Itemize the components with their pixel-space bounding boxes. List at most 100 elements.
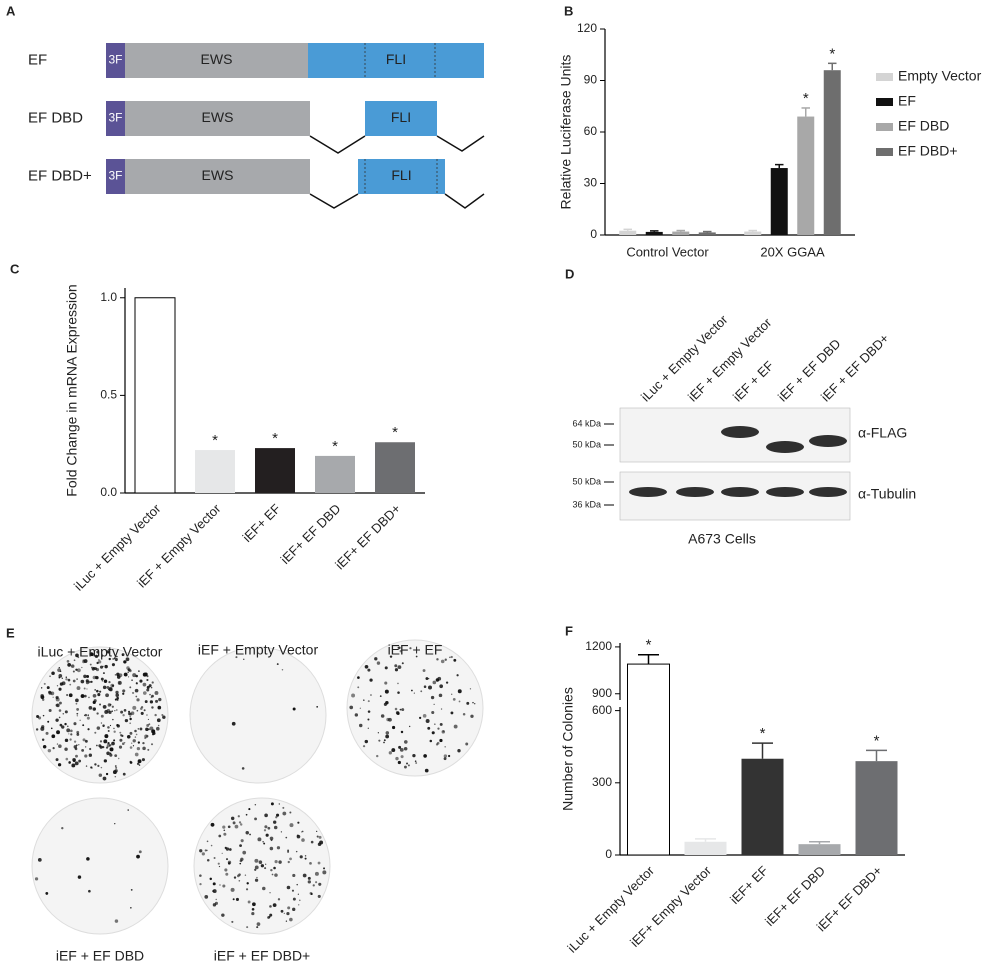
colony — [223, 829, 226, 832]
colony — [239, 844, 242, 848]
colony — [87, 728, 90, 731]
colony — [143, 709, 146, 712]
colony — [55, 758, 59, 762]
colony — [238, 821, 242, 824]
colony — [300, 831, 303, 833]
colony — [367, 700, 370, 703]
construct-name: EF DBD+ — [28, 167, 92, 184]
colony — [64, 722, 67, 726]
colony — [72, 759, 76, 763]
colony — [84, 746, 87, 748]
colony — [101, 655, 104, 657]
colony — [297, 821, 300, 824]
colony — [394, 664, 398, 668]
colony — [83, 687, 86, 690]
colony — [251, 907, 255, 911]
colony — [212, 903, 217, 907]
colony — [58, 673, 63, 678]
colony — [472, 701, 474, 704]
colony — [118, 673, 123, 677]
colony — [251, 911, 255, 916]
colony — [121, 734, 124, 737]
colony — [146, 678, 149, 682]
colony — [424, 768, 429, 773]
colony — [141, 758, 145, 762]
colony — [119, 738, 123, 742]
colony — [272, 903, 277, 907]
colony — [64, 738, 69, 743]
colony — [68, 733, 70, 735]
panel-label: D — [565, 266, 574, 281]
colony — [69, 683, 72, 686]
colony — [114, 769, 118, 773]
y-axis-title: Relative Luciferase Units — [558, 55, 574, 210]
colony — [436, 658, 439, 661]
colony — [225, 847, 230, 851]
error-bar — [703, 230, 712, 233]
ews-label: EWS — [202, 109, 234, 125]
blot-caption: A673 Cells — [688, 531, 756, 547]
colony — [282, 806, 285, 809]
colony — [132, 705, 137, 710]
bar — [855, 761, 898, 855]
colony — [88, 705, 93, 710]
colony — [94, 689, 96, 691]
colony — [248, 808, 251, 811]
colony — [287, 849, 289, 852]
colony — [90, 680, 93, 683]
colony — [431, 710, 435, 715]
colony — [423, 754, 427, 758]
colony — [96, 726, 101, 730]
colony — [245, 831, 249, 835]
colony — [439, 684, 444, 689]
colony — [289, 823, 294, 828]
colony — [83, 714, 86, 717]
fli-label: FLI — [391, 167, 411, 183]
colony — [296, 883, 298, 886]
colony — [151, 706, 154, 709]
colony — [84, 694, 87, 698]
bar — [645, 231, 663, 235]
colony — [108, 681, 111, 684]
colony — [245, 813, 248, 816]
fli-label: FLI — [391, 109, 411, 125]
colony — [122, 692, 125, 695]
colony — [138, 764, 141, 766]
colony — [256, 926, 259, 929]
colony — [109, 724, 112, 727]
colony — [65, 757, 69, 761]
colony — [413, 692, 415, 694]
colony — [86, 857, 90, 861]
colony — [116, 655, 118, 658]
error-bar — [623, 228, 632, 231]
colony — [83, 674, 87, 679]
colony — [66, 725, 69, 728]
colony — [223, 832, 227, 836]
colony — [369, 678, 373, 682]
ews-domain — [125, 159, 310, 194]
colony — [233, 876, 237, 879]
colony — [239, 823, 243, 826]
colony — [374, 657, 378, 661]
colony — [206, 858, 210, 862]
colony — [291, 889, 294, 892]
colony — [75, 754, 78, 758]
colony — [357, 686, 360, 689]
x-tick-label: 20X GGAA — [760, 244, 825, 259]
colony — [114, 674, 117, 676]
colony — [61, 725, 65, 729]
colony — [376, 661, 381, 665]
colony — [427, 726, 431, 730]
colony — [380, 714, 385, 718]
colony — [362, 745, 366, 748]
colony — [105, 772, 109, 776]
colony — [466, 701, 470, 705]
colony — [73, 740, 77, 743]
error-bar — [752, 742, 773, 759]
colony — [102, 705, 107, 709]
colony — [76, 715, 79, 717]
colony — [50, 727, 53, 730]
colony — [98, 659, 100, 661]
colony — [66, 728, 71, 733]
colony — [445, 681, 449, 684]
